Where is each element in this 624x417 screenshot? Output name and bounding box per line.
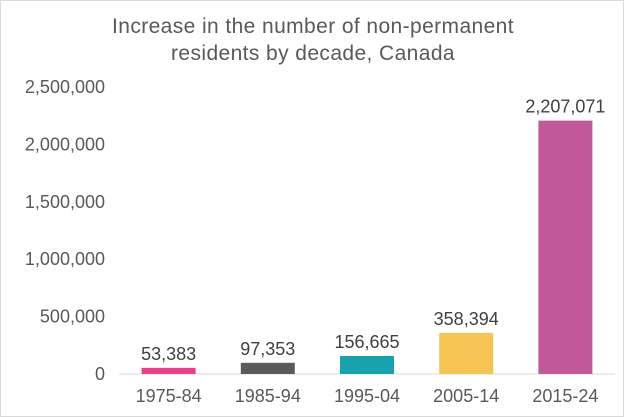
data-label: 358,394 [434, 309, 499, 329]
x-tick-label: 1985-94 [235, 386, 301, 406]
y-tick-label: 1,000,000 [25, 249, 105, 269]
data-label: 97,353 [240, 339, 295, 359]
y-tick-label: 0 [95, 364, 105, 384]
y-tick-label: 2,000,000 [25, 134, 105, 154]
bar [340, 356, 394, 374]
data-label: 53,383 [141, 344, 196, 364]
y-tick-label: 1,500,000 [25, 192, 105, 212]
y-tick-label: 500,000 [40, 307, 105, 327]
chart-title-line-2: residents by decade, Canada [171, 42, 455, 65]
bar [439, 332, 494, 374]
data-label: 2,207,071 [525, 97, 605, 117]
chart-title-line-1: Increase in the number of non-permanent [112, 15, 514, 38]
x-tick-label: 1995-04 [334, 386, 400, 406]
x-tick-label: 2005-14 [433, 386, 499, 406]
bar [141, 367, 196, 374]
y-tick-label: 2,500,000 [25, 77, 105, 97]
bar [538, 120, 593, 374]
data-label: 156,665 [334, 332, 399, 352]
x-tick-label: 1975-84 [136, 386, 202, 406]
chart-title: Increase in the number of non-permanent … [1, 13, 623, 67]
bar [240, 362, 295, 374]
x-tick-label: 2015-24 [532, 386, 598, 406]
